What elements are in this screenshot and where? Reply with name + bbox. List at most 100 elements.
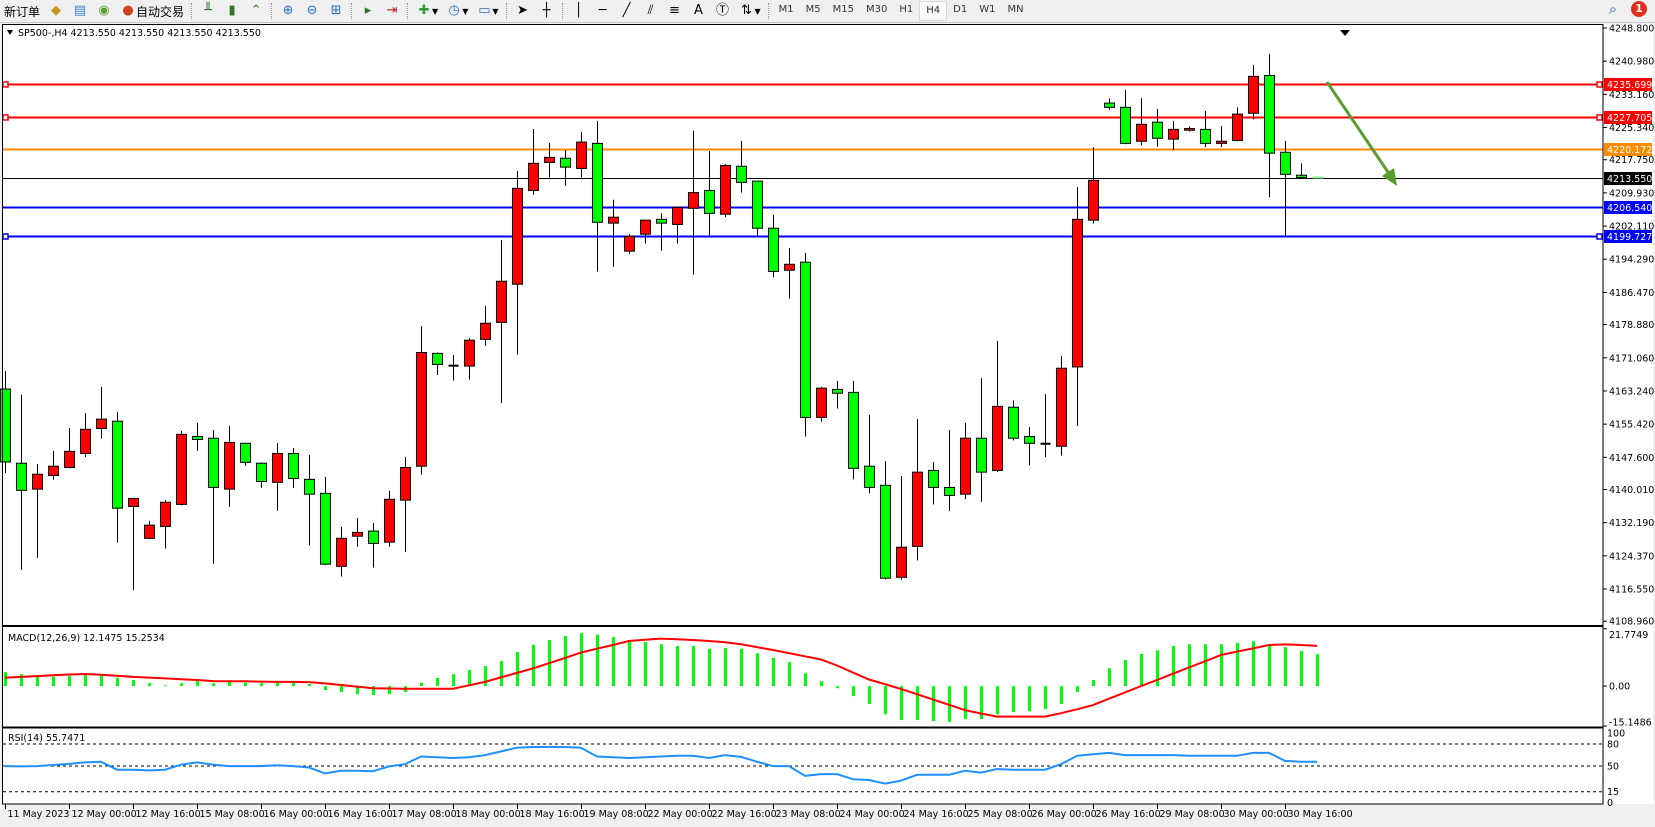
price-label: 4108.960 [1609, 617, 1654, 628]
macd-histogram-bar [980, 686, 983, 720]
time-label: 30 May 16:00 [1288, 809, 1353, 820]
chart-shift-button[interactable]: ⇥ [380, 1, 404, 21]
bar-chart-icon: ╨ [204, 3, 212, 18]
horizontal-line-button[interactable]: ─ [591, 1, 615, 21]
level-handle-right[interactable] [1596, 233, 1603, 240]
timeframe-h1[interactable]: H1 [899, 4, 914, 15]
timeframe-m1[interactable]: M1 [778, 4, 794, 15]
timeframe-m5[interactable]: M5 [805, 4, 821, 15]
fibonacci-button[interactable]: ≡ [663, 1, 687, 21]
trendline-button[interactable]: ╱ [615, 1, 639, 21]
macd-histogram-bar [1140, 653, 1143, 687]
toolbar-right: ⌕ 1 [1605, 1, 1647, 17]
level-handle-right[interactable] [1596, 114, 1603, 121]
timeframe-h4[interactable]: H4 [919, 1, 948, 21]
macd-histogram-bar [276, 682, 279, 687]
macd-histogram-bar [1012, 686, 1015, 713]
bar-chart-button[interactable]: ╨ [196, 1, 220, 21]
new-order-label: 新订单 [4, 4, 41, 19]
candle-bear [1280, 151, 1291, 175]
level-price-tag [1604, 201, 1652, 214]
macd-histogram-bar [500, 661, 503, 687]
auto-scroll-button[interactable]: ▸ [356, 1, 380, 21]
chart-menu-triangle-icon[interactable] [7, 30, 13, 35]
time-label: 15 May 08:00 [200, 809, 265, 820]
candle-bull [608, 216, 619, 224]
timeframe-d1[interactable]: D1 [953, 4, 968, 15]
price-label: 4132.190 [1609, 518, 1654, 529]
candle-bull [1232, 113, 1243, 141]
price-label: 4178.880 [1609, 320, 1654, 331]
candle-bull [640, 219, 651, 235]
macd-histogram-bar [884, 686, 887, 715]
candle-bull [496, 280, 507, 323]
macd-histogram-bar [116, 677, 119, 687]
zoom-in-button[interactable]: ⊕ [276, 1, 300, 21]
macd-pane[interactable]: 21.7749 0.00 -15.1486 [4, 628, 1652, 729]
candlestick-button[interactable]: ▮ [220, 1, 244, 21]
arrows-button[interactable]: ⇅ ▼ [735, 1, 765, 21]
cursor-button[interactable]: ➤ [511, 1, 535, 21]
macd-histogram-bar [1268, 644, 1271, 687]
macd-histogram-bar [692, 646, 695, 687]
macd-axis-label: 21.7749 [1609, 630, 1648, 641]
templates-button[interactable]: ▭ ▼ [478, 3, 499, 18]
candle-bull [512, 187, 523, 285]
timeframe-m15[interactable]: M15 [832, 4, 855, 15]
macd-histogram-bar [532, 644, 535, 687]
line-chart-button[interactable]: ⌃ [244, 1, 268, 21]
candle-bear [1104, 102, 1115, 108]
rsi-axis-label: 50 [1607, 762, 1619, 773]
periods-button[interactable]: ◷ ▼ [442, 1, 472, 21]
chart-shift-marker-icon[interactable] [1340, 30, 1350, 36]
vertical-line-button[interactable]: │ [567, 1, 591, 21]
candle-bull [528, 162, 539, 191]
equidistant-channel-button[interactable]: ⫽ [639, 1, 663, 21]
indicators-button[interactable]: ✚ ▼ [412, 1, 442, 21]
macd-histogram-bar [900, 686, 903, 721]
auto-scroll-icon: ▸ [364, 3, 372, 18]
auto-trading-button[interactable]: ● 自动交易 [116, 1, 188, 21]
macd-histogram-bar [516, 652, 519, 687]
search-icon[interactable]: ⌕ [1608, 0, 1618, 18]
candle-bull [480, 322, 491, 340]
macd-histogram-bar [1300, 651, 1303, 687]
vertical-line-icon: │ [574, 3, 583, 18]
price-label: 4209.930 [1609, 188, 1654, 199]
macd-histogram-bar [564, 636, 567, 687]
trend-arrow[interactable] [1325, 81, 1394, 179]
candle-bull [176, 433, 187, 505]
macd-histogram-bar [1316, 654, 1319, 687]
timeframe-w1[interactable]: W1 [979, 4, 996, 15]
new-order-button[interactable]: 新订单 [0, 1, 44, 21]
level-handle-right[interactable] [1596, 81, 1603, 88]
timeframe-m30[interactable]: M30 [866, 4, 888, 15]
zoom-out-button[interactable]: ⊖ [300, 1, 324, 21]
macd-histogram-bar [724, 648, 727, 687]
toolbar: 新订单 ◆ ▤ ◉ ● 自动交易 ╨ ▮ ⌃ ⊕ ⊖ ⊞ ▸ ⇥ ✚ ▼ ◷ ▼ ▭ ▼… [0, 0, 1655, 23]
time-label: 12 May 00:00 [72, 809, 137, 820]
rsi-axis-label: 15 [1607, 787, 1619, 798]
level-handle-left[interactable] [2, 233, 9, 240]
rsi-axis-label: 100 [1607, 728, 1625, 739]
level-handle-left[interactable] [2, 114, 9, 121]
candle-bull [960, 437, 971, 495]
tile-windows-button[interactable]: ⊞ [324, 1, 348, 21]
text-label-button[interactable]: Ⓣ [711, 1, 735, 21]
candle-bull [544, 156, 555, 163]
toolbar-separator [407, 3, 409, 19]
notification-badge[interactable]: 1 [1631, 1, 1647, 17]
candle-bear [1024, 436, 1035, 444]
periods-icon: ◷ [448, 3, 460, 18]
candle-bull [128, 497, 139, 507]
timeframe-mn[interactable]: MN [1007, 4, 1024, 15]
text-button[interactable]: A [687, 1, 711, 21]
signals-button[interactable]: ◉ [92, 1, 116, 21]
history-button[interactable]: ◆ [44, 1, 68, 21]
level-handle-left[interactable] [2, 81, 9, 88]
market-watch-button[interactable]: ▤ [68, 1, 92, 21]
crosshair-button[interactable]: ┼ [535, 1, 559, 21]
